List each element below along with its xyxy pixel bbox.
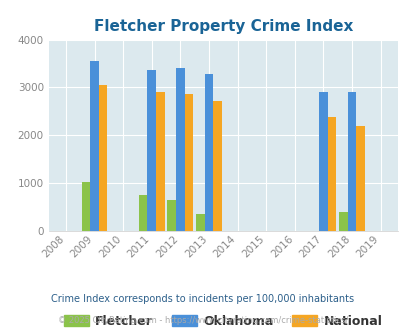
Bar [347, 92, 356, 231]
Bar [338, 212, 347, 231]
Bar [184, 94, 193, 231]
Bar [139, 195, 147, 231]
Bar [204, 74, 213, 231]
Bar [356, 126, 364, 231]
Bar [156, 92, 164, 231]
Bar [213, 101, 221, 231]
Bar [167, 200, 176, 231]
Bar [196, 214, 204, 231]
Bar [327, 117, 335, 231]
Bar [318, 92, 327, 231]
Bar [81, 182, 90, 231]
Bar [90, 61, 98, 231]
Text: Crime Index corresponds to incidents per 100,000 inhabitants: Crime Index corresponds to incidents per… [51, 294, 354, 304]
Title: Fletcher Property Crime Index: Fletcher Property Crime Index [94, 19, 352, 34]
Legend: Fletcher, Oklahoma, National: Fletcher, Oklahoma, National [59, 310, 386, 330]
Bar [98, 85, 107, 231]
Bar [147, 70, 156, 231]
Text: © 2025 CityRating.com - https://www.cityrating.com/crime-statistics/: © 2025 CityRating.com - https://www.city… [58, 316, 347, 325]
Bar [176, 68, 184, 231]
